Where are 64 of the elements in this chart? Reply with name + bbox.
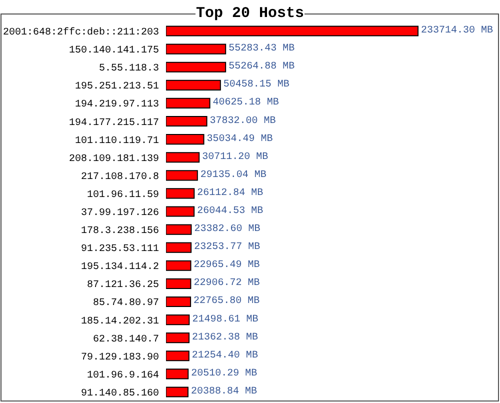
bar bbox=[166, 278, 192, 289]
y-tick-label: 208.109.181.139 bbox=[68, 154, 159, 165]
data-label: 26044.53 MB bbox=[197, 206, 264, 217]
y-tick-label: 37.99.197.126 bbox=[80, 208, 159, 219]
bar bbox=[166, 152, 200, 163]
data-label: 55264.88 MB bbox=[228, 62, 295, 73]
y-tick-label: 91.140.85.160 bbox=[80, 388, 159, 400]
data-label: 30711.20 MB bbox=[202, 152, 268, 163]
data-label: 26112.84 MB bbox=[197, 188, 264, 199]
bar bbox=[166, 116, 208, 127]
bar bbox=[166, 188, 195, 199]
y-tick-label: 194.177.215.117 bbox=[68, 118, 159, 129]
bar bbox=[166, 314, 190, 326]
data-label: 22906.72 MB bbox=[194, 278, 260, 290]
bar bbox=[166, 350, 190, 362]
data-label: 21362.38 MB bbox=[192, 332, 258, 344]
data-label: 35034.49 MB bbox=[206, 134, 273, 145]
data-label: 22765.80 MB bbox=[194, 296, 260, 308]
y-tick-label: 150.140.141.175 bbox=[68, 46, 159, 57]
data-label: 233714.30 MB bbox=[421, 26, 494, 37]
y-tick-label: 101.110.119.71 bbox=[74, 136, 159, 147]
chart-title: Top 20 Hosts bbox=[196, 5, 304, 22]
bar bbox=[166, 332, 190, 344]
y-tick-label: 5.55.118.3 bbox=[98, 64, 159, 75]
y-tick-label: 101.96.9.164 bbox=[86, 370, 159, 382]
y-tick-label: 217.108.170.8 bbox=[80, 172, 159, 183]
data-label: 40625.18 MB bbox=[212, 98, 279, 109]
bar bbox=[166, 368, 189, 380]
bar bbox=[166, 80, 221, 90]
data-label: 29135.04 MB bbox=[200, 170, 266, 181]
data-label: 22965.49 MB bbox=[194, 260, 260, 272]
y-tick-label: 101.96.11.59 bbox=[86, 190, 159, 201]
data-label: 23253.77 MB bbox=[194, 242, 260, 254]
y-tick-label: 87.121.36.25 bbox=[86, 280, 159, 292]
bar bbox=[166, 386, 188, 398]
data-label: 23382.60 MB bbox=[194, 224, 260, 236]
y-tick-label: 62.38.140.7 bbox=[92, 334, 159, 346]
bar bbox=[166, 62, 226, 72]
y-tick-label: 91.235.53.111 bbox=[80, 244, 159, 256]
data-label: 37832.00 MB bbox=[210, 116, 276, 127]
data-label: 21254.40 MB bbox=[192, 350, 258, 362]
data-label: 20510.29 MB bbox=[191, 368, 258, 380]
bar bbox=[166, 44, 226, 54]
data-label: 50458.15 MB bbox=[223, 80, 290, 91]
data-label: 20388.84 MB bbox=[190, 386, 257, 398]
bar bbox=[166, 296, 192, 308]
bar bbox=[166, 242, 192, 253]
y-tick-label: 195.251.213.51 bbox=[74, 82, 159, 93]
bar bbox=[166, 224, 192, 235]
bar bbox=[166, 98, 210, 108]
bar bbox=[166, 170, 198, 181]
bar bbox=[166, 206, 195, 217]
y-tick-label: 85.74.80.97 bbox=[92, 298, 159, 310]
data-label: 21498.61 MB bbox=[192, 314, 258, 326]
bar bbox=[166, 26, 418, 36]
y-tick-label: 178.3.238.156 bbox=[80, 226, 159, 238]
data-label: 55283.43 MB bbox=[228, 44, 295, 55]
bar bbox=[166, 260, 192, 271]
y-tick-label: 194.219.97.113 bbox=[74, 100, 159, 111]
y-tick-label: 79.129.183.90 bbox=[80, 352, 159, 364]
y-tick-label: 2001:648:2ffc:deb::211:203 bbox=[2, 26, 159, 39]
y-tick-label: 195.134.114.2 bbox=[80, 262, 159, 274]
bar bbox=[166, 134, 204, 145]
y-tick-label: 185.14.202.31 bbox=[80, 316, 159, 328]
